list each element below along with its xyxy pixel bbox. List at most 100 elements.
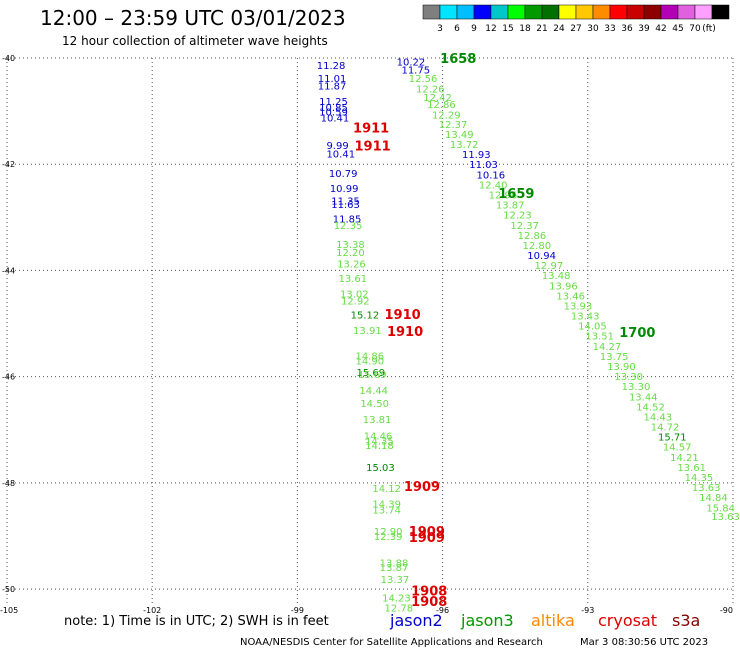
- swh-label: 12.20: [336, 248, 365, 259]
- swh-label: 15.12: [351, 311, 380, 322]
- mission-s3a: s3a: [672, 611, 700, 630]
- swh-label: 14.39: [372, 500, 401, 511]
- swh-label: 13.88: [380, 559, 409, 570]
- footnote: note: 1) Time is in UTC; 2) SWH is in fe…: [64, 614, 329, 629]
- timestamp: Mar 3 08:30:56 UTC 2023: [580, 637, 708, 648]
- swh-label: 13.90: [607, 362, 636, 373]
- credit-line: NOAA/NESDIS Center for Satellite Applica…: [240, 637, 543, 648]
- swh-label: 14.43: [643, 412, 672, 423]
- swh-label: 14.90: [355, 357, 384, 368]
- colorbar-label: 3: [437, 24, 443, 34]
- colorbar-swatch: [439, 4, 458, 20]
- colorbar-label: 18: [519, 24, 531, 34]
- swh-label: 15.84: [706, 503, 735, 514]
- swh-label: 14.35: [685, 473, 714, 484]
- swh-label: 14.50: [360, 399, 389, 410]
- swh-label: 12.97: [535, 261, 564, 272]
- colorbar-swatch: [609, 4, 628, 20]
- swh-label: 13.63: [692, 483, 721, 494]
- colorbar-swatch: [575, 4, 594, 20]
- colorbar-swatch: [524, 4, 543, 20]
- colorbar-label: 6: [454, 24, 460, 34]
- swh-label: 13.61: [339, 274, 368, 285]
- swh-label: 11.25: [319, 97, 348, 108]
- colorbar-label: 39: [638, 24, 650, 34]
- colorbar-swatch: [422, 4, 441, 20]
- swh-label: 9.99: [326, 141, 348, 152]
- swh-label: 14.44: [359, 386, 388, 397]
- time-label: 1911: [353, 122, 389, 137]
- swh-label: 14.46: [364, 432, 393, 443]
- swh-label: 11.87: [318, 82, 347, 93]
- colorbar-label: (ft): [702, 24, 716, 34]
- swh-label: 12.26: [416, 84, 445, 95]
- swh-label: 12.78: [385, 604, 414, 615]
- map-grid: [6, 57, 734, 605]
- colorbar-label: 30: [587, 24, 599, 34]
- y-tick-label: -40: [2, 54, 15, 63]
- swh-label: 13.96: [549, 281, 578, 292]
- swh-label: 13.63: [711, 512, 740, 523]
- swh-label: 15.03: [366, 463, 395, 474]
- swh-label: 14.12: [372, 484, 401, 495]
- swh-label: 12.96: [489, 190, 518, 201]
- y-tick-label: -44: [2, 266, 15, 275]
- swh-label: 14.72: [651, 423, 680, 434]
- chart-subtitle: 12 hour collection of altimeter wave hei…: [62, 34, 328, 48]
- swh-label: 10.22: [397, 58, 426, 69]
- swh-label: 12.42: [423, 93, 452, 104]
- swh-label: 12.35: [334, 221, 363, 232]
- mission-legend: jason2 jason3 altika cryosat s3a: [389, 611, 700, 630]
- colorbar-swatch: [677, 4, 696, 20]
- swh-label: 12.40: [479, 180, 508, 191]
- colorbar-label: 27: [570, 24, 581, 34]
- swh-label: 13.87: [380, 563, 409, 574]
- mission-altika: altika: [531, 611, 575, 630]
- swh-label: 15.69: [356, 368, 385, 379]
- swh-label: 13.49: [445, 130, 474, 141]
- swh-label: 11.93: [462, 150, 491, 161]
- swh-label: 12.92: [341, 297, 370, 308]
- time-label: 1659: [498, 187, 534, 202]
- swh-label: 10.41: [321, 113, 350, 124]
- swh-label: 13.30: [614, 372, 643, 383]
- mission-jason3: jason3: [460, 611, 514, 630]
- swh-label: 11.35: [331, 196, 360, 207]
- swh-label: 14.35: [365, 436, 394, 447]
- swh-label: 14.05: [578, 322, 607, 333]
- swh-label: 14.21: [670, 453, 699, 464]
- swh-label: 13.61: [677, 463, 706, 474]
- swh-label: 10.41: [326, 150, 355, 161]
- swh-label: 11.01: [318, 74, 347, 85]
- time-label: 1700: [619, 326, 655, 341]
- swh-label: 13.74: [372, 505, 401, 516]
- swh-label: 14.27: [593, 342, 622, 353]
- chart-title: 12:00 – 23:59 UTC 03/01/2023: [40, 6, 346, 30]
- x-tick-label: -90: [720, 606, 733, 615]
- y-tick-label: -46: [2, 373, 15, 382]
- colorbar-label: 12: [485, 24, 496, 34]
- time-label: 1911: [355, 140, 391, 155]
- wave-height-labels: 11.2811.0111.8711.2510.8510.5910.419.991…: [317, 58, 740, 615]
- swh-label: 10.59: [319, 108, 348, 119]
- colorbar-swatch: [643, 4, 662, 20]
- swh-label: 12.23: [503, 211, 532, 222]
- y-tick-label: -50: [2, 585, 15, 594]
- colorbar-label: 15: [502, 24, 513, 34]
- swh-label: 11.63: [331, 200, 360, 211]
- swh-label: 13.02: [340, 289, 369, 300]
- swh-label: 12.86: [427, 100, 456, 111]
- colorbar-label: 70: [689, 24, 701, 34]
- swh-label: 13.48: [542, 271, 571, 282]
- swh-label: 10.16: [476, 170, 505, 181]
- swh-label: 13.43: [571, 312, 600, 323]
- swh-label: 13.51: [585, 332, 614, 343]
- swh-label: 11.75: [401, 66, 430, 77]
- colorbar-swatch: [490, 4, 509, 20]
- time-label: 1909: [409, 531, 445, 546]
- colorbar-swatch: [694, 4, 713, 20]
- swh-label: 12.56: [409, 74, 438, 85]
- swh-label: 13.93: [564, 301, 593, 312]
